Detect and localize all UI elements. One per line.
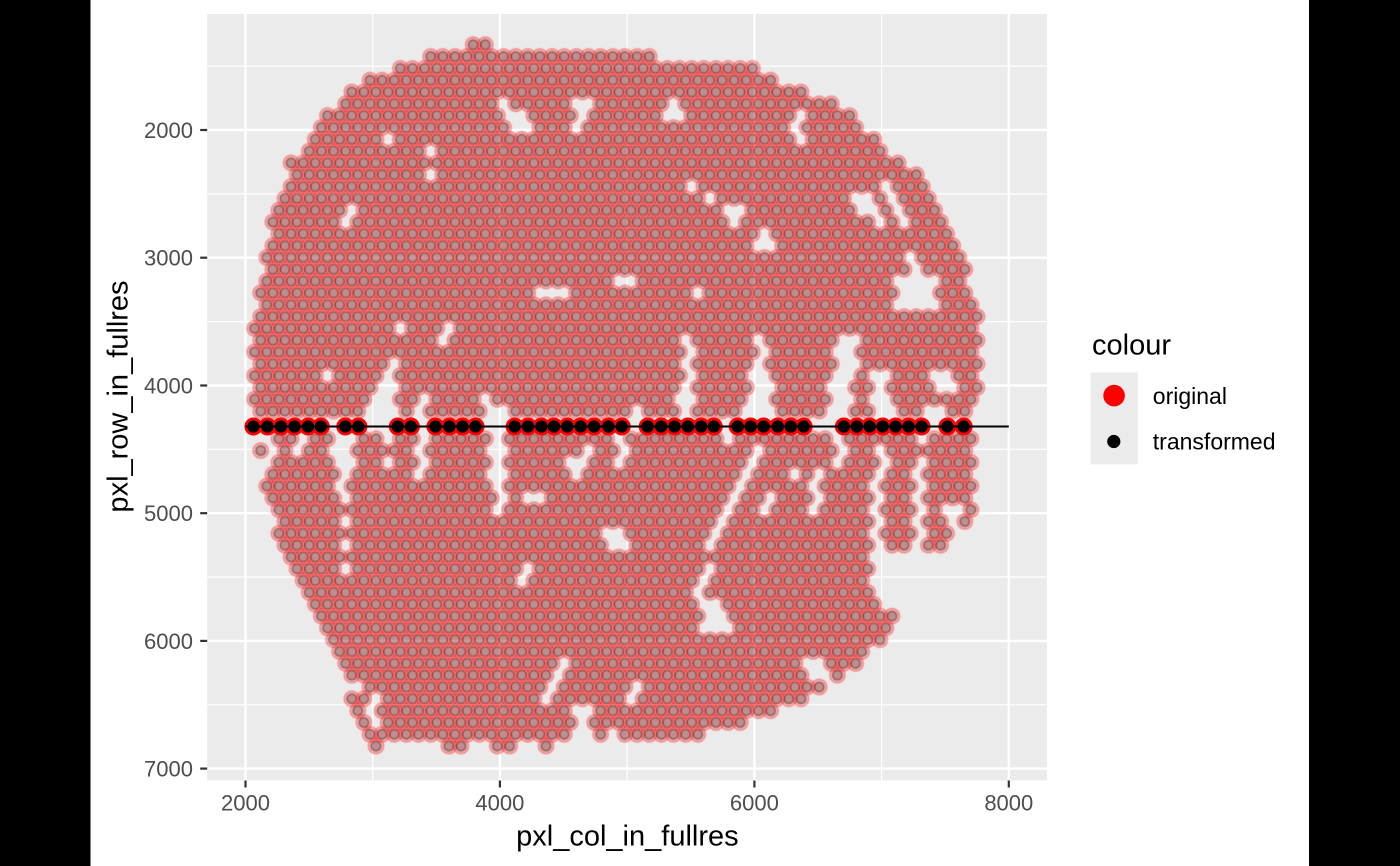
svg-text:7000: 7000: [144, 757, 193, 782]
svg-text:3000: 3000: [144, 246, 193, 271]
svg-text:2000: 2000: [144, 118, 193, 143]
svg-text:4000: 4000: [475, 791, 524, 816]
svg-text:original: original: [1153, 383, 1227, 409]
svg-text:6000: 6000: [730, 791, 779, 816]
svg-text:2000: 2000: [221, 791, 270, 816]
svg-text:colour: colour: [1092, 330, 1171, 362]
svg-text:pxl_row_in_fullres: pxl_row_in_fullres: [103, 280, 135, 512]
svg-text:5000: 5000: [144, 501, 193, 526]
svg-text:6000: 6000: [144, 629, 193, 654]
svg-text:4000: 4000: [144, 374, 193, 399]
svg-text:transformed: transformed: [1153, 429, 1276, 455]
svg-text:8000: 8000: [984, 791, 1033, 816]
svg-text:pxl_col_in_fullres: pxl_col_in_fullres: [516, 821, 738, 853]
